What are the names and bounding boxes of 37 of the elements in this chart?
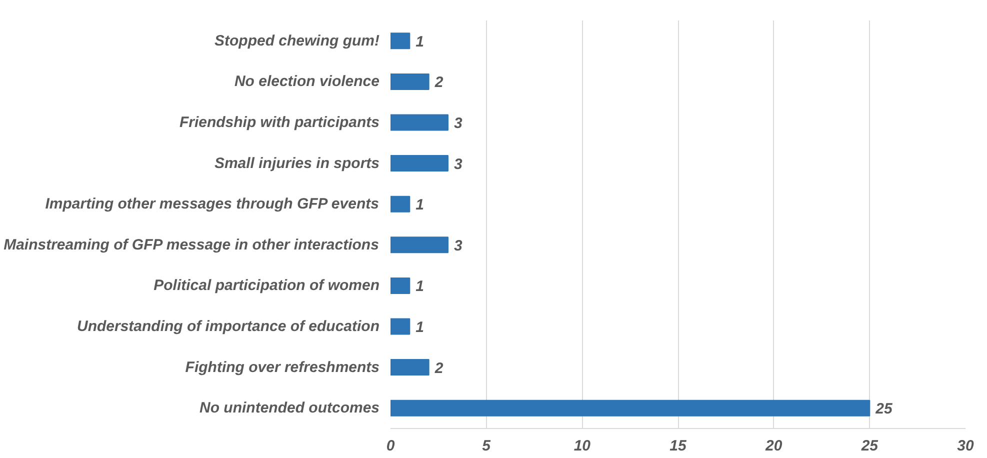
bar: [390, 359, 430, 376]
bar: [390, 277, 410, 294]
y-tick-label: Mainstreaming of GFP message in other interactions: [4, 236, 379, 254]
y-tick-label: No unintended outcomes: [200, 400, 380, 417]
data-label: 3: [454, 115, 463, 132]
x-tick-label: 5: [482, 438, 492, 454]
y-tick-label: Understanding of importance of education: [76, 318, 380, 335]
bar: [390, 114, 448, 131]
y-tick-label: Stopped chewing gum!: [214, 32, 380, 50]
data-label: 1: [416, 278, 424, 296]
data-label: 25: [874, 400, 894, 418]
x-tick-label: 25: [860, 438, 879, 454]
bar: [390, 73, 430, 90]
y-tick-label: Political participation of women: [154, 277, 380, 294]
y-tick-label: Friendship with participants: [179, 114, 380, 131]
y-tick-label: No election violence: [234, 73, 380, 90]
x-tick-label: 10: [574, 438, 592, 454]
bar: [390, 155, 448, 172]
bar: [390, 236, 448, 254]
data-label: 1: [416, 196, 424, 214]
data-label: 1: [416, 33, 424, 50]
x-tick-label: 0: [386, 438, 396, 454]
bar: [390, 318, 410, 335]
y-tick-label: Small injuries in sports: [214, 154, 380, 172]
bar: [390, 32, 410, 50]
x-tick-label: 30: [957, 438, 974, 454]
y-tick-label: Imparting other messages through GFP events: [45, 196, 379, 213]
bar: [390, 196, 410, 212]
data-label: 1: [416, 319, 424, 336]
bar: [390, 400, 870, 416]
x-tick-label: 20: [764, 438, 783, 454]
data-label: 3: [454, 237, 463, 254]
x-tick-label: 15: [670, 438, 687, 454]
y-tick-label: Fighting over refreshments: [185, 358, 380, 376]
data-label: 2: [434, 360, 444, 377]
data-label: 2: [434, 74, 444, 92]
data-label: 3: [454, 156, 463, 173]
